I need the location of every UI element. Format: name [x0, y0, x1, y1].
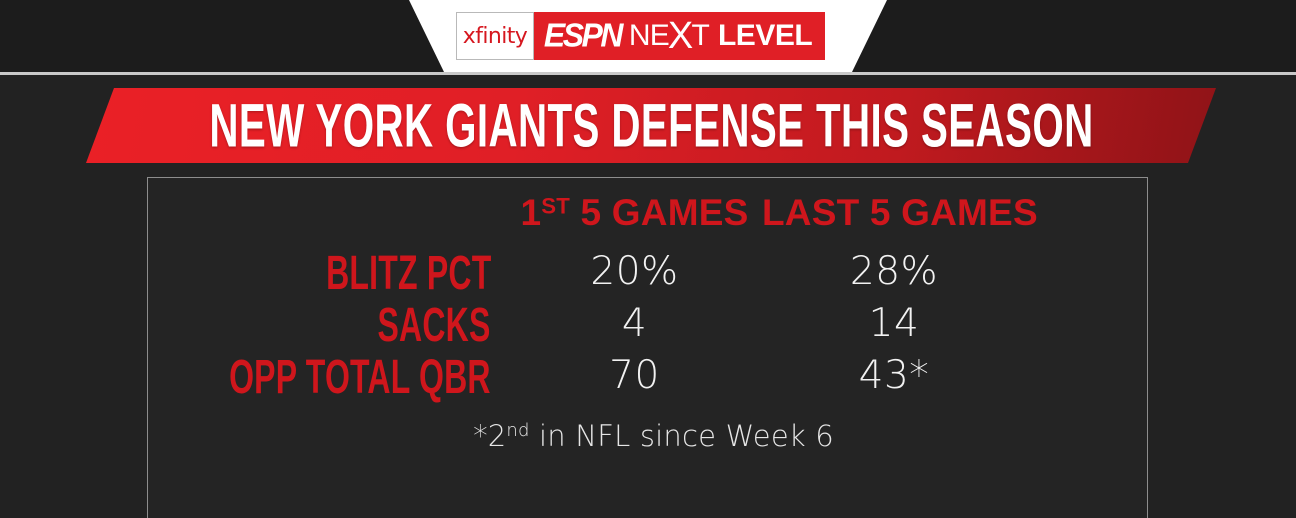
row-label-blitz-pct: BLITZ PCT: [325, 245, 491, 300]
cell-opp-total-qbr-last-5: 43*: [762, 353, 1026, 398]
cell-blitz-pct-first-5: 20%: [507, 249, 762, 294]
title-banner: NEW YORK GIANTS DEFENSE THIS SEASON: [86, 88, 1216, 163]
col1-ordinal-suffix: ST: [541, 193, 571, 219]
footnote-asterisk: *: [473, 419, 488, 453]
header-divider-line: [0, 72, 1296, 75]
next-word-part2: T: [691, 19, 709, 52]
column-header-first-5-label: 1ST 5 GAMES: [521, 192, 749, 233]
value-sacks-first-5: 4: [621, 301, 648, 346]
stats-table: 1ST 5 GAMES LAST 5 GAMES BLITZ PCT 20% 2…: [147, 177, 1148, 467]
footnote-rank-number: 2: [487, 419, 507, 453]
table-row: OPP TOTAL QBR 70 43*: [147, 349, 1148, 405]
cell-sacks-first-5: 4: [507, 301, 762, 346]
value-sacks-last-5: 14: [868, 301, 920, 346]
level-wordmark: LEVEL: [717, 19, 813, 52]
table-row: BLITZ PCT 20% 28%: [147, 245, 1148, 301]
header-bar: xfinity ESPN NE X T LEVEL: [0, 0, 1296, 75]
col1-rest: 5 GAMES: [570, 192, 749, 233]
cell-blitz-pct-last-5: 28%: [762, 249, 1026, 294]
row-label-sacks: SACKS: [377, 297, 491, 352]
espn-wordmark: ESPN: [543, 16, 624, 55]
footnote-text: *2nd in NFL since Week 6: [473, 419, 834, 453]
value-blitz-pct-first-5: 20%: [590, 249, 679, 294]
next-word-part1: NE: [628, 19, 670, 52]
espn-next-level-logo-lockup: xfinity ESPN NE X T LEVEL: [456, 12, 826, 60]
row-label-cell-blitz-pct: BLITZ PCT: [147, 245, 507, 299]
table-row: SACKS 4 14: [147, 297, 1148, 353]
value-opp-total-qbr-last-5: 43*: [858, 353, 930, 398]
xfinity-wordmark: xfinity: [462, 23, 528, 49]
value-blitz-pct-last-5: 28%: [849, 249, 939, 294]
column-header-last-5-label: LAST 5 GAMES: [762, 192, 1038, 233]
column-header-first-5-games: 1ST 5 GAMES: [507, 192, 762, 234]
cell-sacks-last-5: 14: [762, 301, 1026, 346]
footnote-row: *2nd in NFL since Week 6: [147, 405, 1148, 467]
page-title: NEW YORK GIANTS DEFENSE THIS SEASON: [208, 90, 1094, 159]
cell-opp-total-qbr-first-5: 70: [507, 353, 762, 398]
stats-panel: [147, 177, 1148, 518]
row-label-opp-total-qbr: OPP TOTAL QBR: [229, 349, 491, 404]
col1-number: 1: [520, 192, 542, 233]
table-header-row: 1ST 5 GAMES LAST 5 GAMES: [147, 177, 1148, 249]
column-header-last-5-games: LAST 5 GAMES: [762, 192, 1038, 234]
row-label-cell-sacks: SACKS: [147, 297, 507, 351]
espn-logo-icon: ESPN NE X T LEVEL: [534, 12, 826, 60]
footnote-description: in NFL since Week 6: [529, 419, 834, 453]
row-label-cell-opp-total-qbr: OPP TOTAL QBR: [147, 349, 507, 403]
value-opp-total-qbr-first-5: 70: [609, 353, 660, 398]
xfinity-logo-icon: xfinity: [456, 12, 534, 60]
next-wordmark: NE X T: [628, 15, 710, 57]
footnote-ordinal-suffix: nd: [506, 420, 530, 442]
